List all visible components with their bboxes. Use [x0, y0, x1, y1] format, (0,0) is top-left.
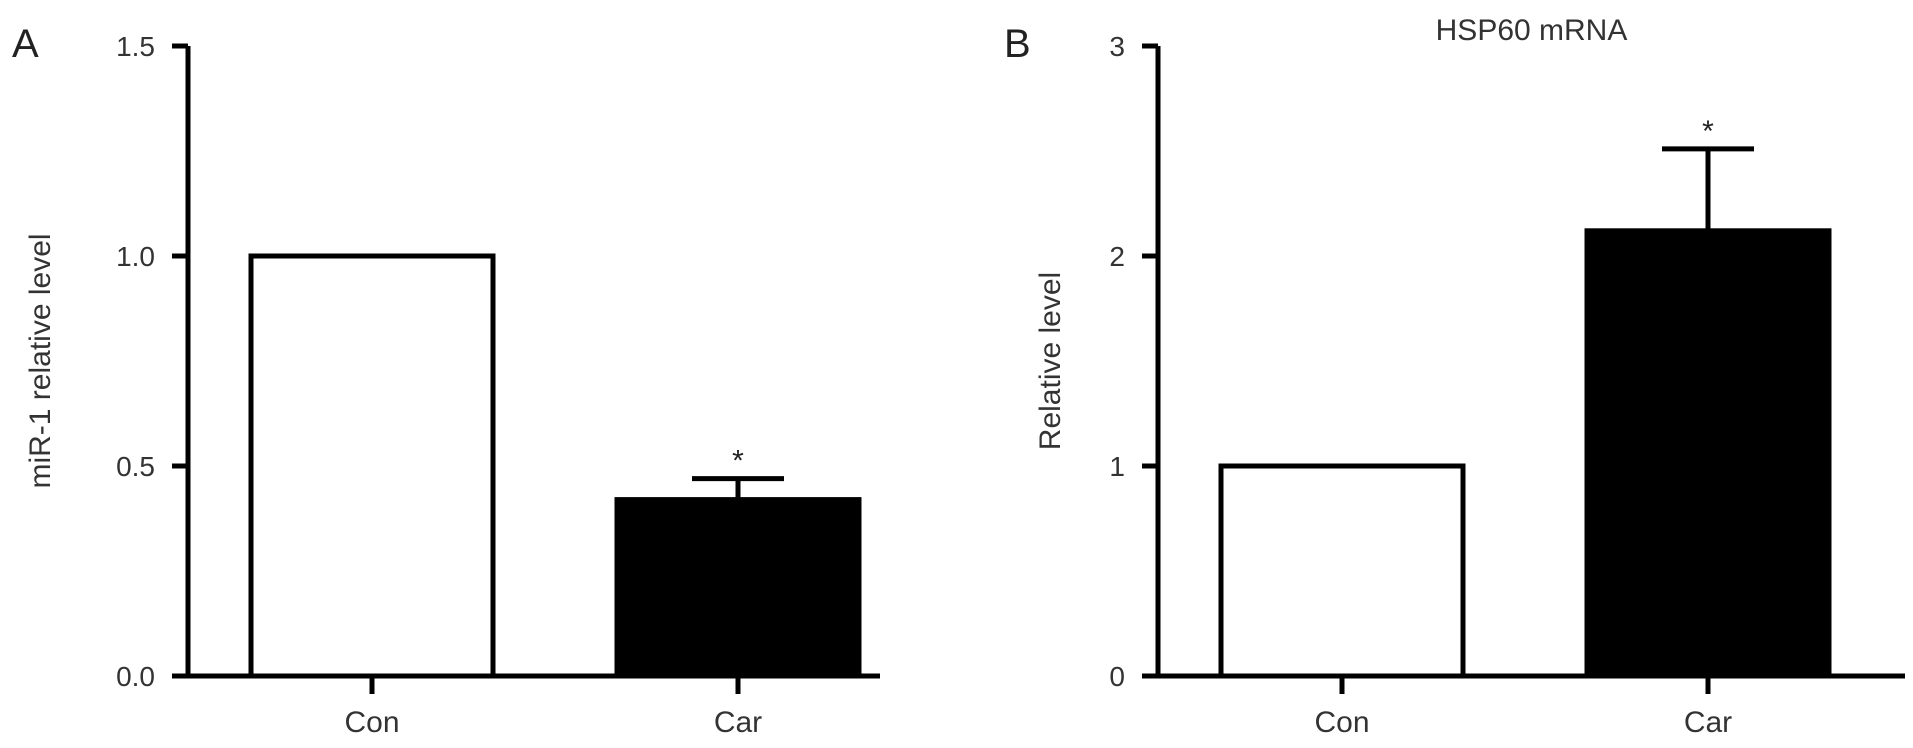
chart-title: HSP60 mRNA	[1436, 14, 1628, 47]
y-tick-label: 1	[1109, 451, 1125, 482]
y-tick-label: 3	[1109, 31, 1125, 62]
y-tick-label: 2	[1109, 241, 1125, 272]
panel-label: B	[1004, 22, 1031, 66]
y-tick-label: 0.0	[116, 661, 155, 692]
y-tick-label: 1.0	[116, 241, 155, 272]
significance-marker: *	[732, 445, 744, 478]
y-axis-label: miR-1 relative level	[24, 233, 57, 488]
bar-con	[248, 253, 496, 679]
y-tick-label: 0	[1109, 661, 1125, 692]
panel-label: A	[12, 22, 39, 66]
x-tick-label: Car	[714, 706, 762, 739]
bar-car	[1584, 228, 1832, 679]
x-tick-label: Con	[1314, 706, 1369, 739]
y-axis-label: Relative level	[1034, 272, 1067, 450]
x-tick-label: Con	[344, 706, 399, 739]
bar-con	[1218, 463, 1466, 679]
y-tick-label: 0.5	[116, 451, 155, 482]
panel-b: B HSP60 mRNA Relative level 0 1 2 3 Con * Car	[1004, 14, 1905, 739]
x-tick-label: Car	[1684, 706, 1732, 739]
significance-marker: *	[1702, 115, 1714, 148]
bar-car	[614, 497, 862, 679]
y-tick-label: 1.5	[116, 31, 155, 62]
